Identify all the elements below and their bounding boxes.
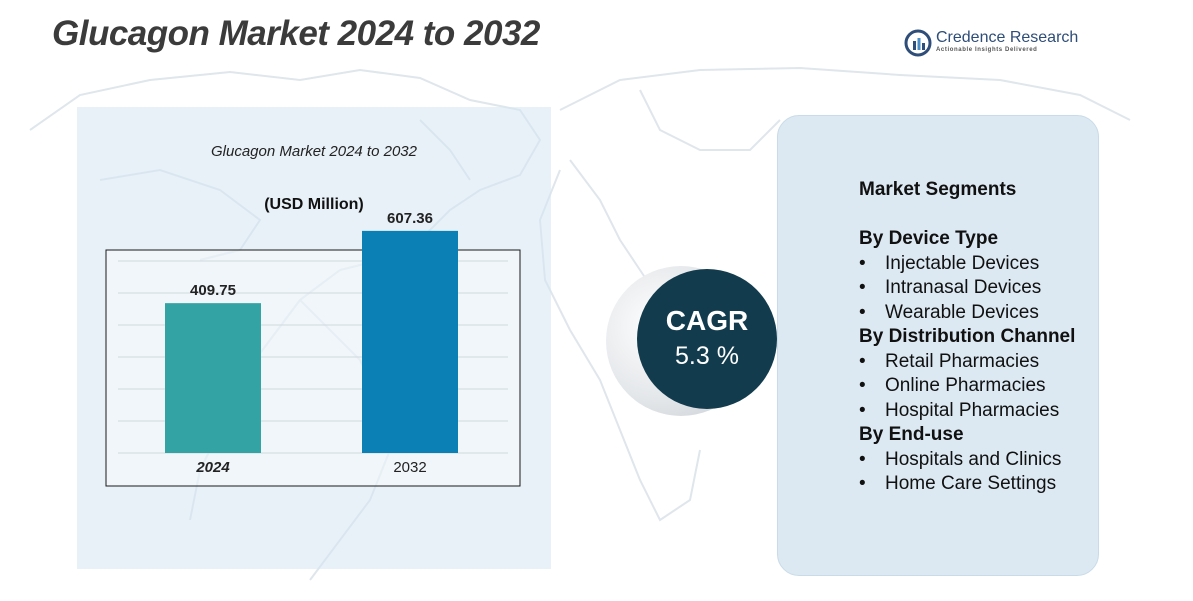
segment-item: • Home Care Settings xyxy=(859,472,1075,497)
market-segments-panel: Market Segments By Device Type • Injectabl… xyxy=(777,115,1099,576)
segment-group-title: By Device Type xyxy=(859,228,999,249)
data-label-2032: 607.36 xyxy=(387,210,433,227)
company-logo: Credence Research Actionable Insights De… xyxy=(902,27,1102,61)
tick-label-2032: 2032 xyxy=(393,459,426,476)
credence-logo-icon xyxy=(904,29,932,57)
cagr-value: 5.3 % xyxy=(675,342,739,370)
cagr-label: CAGR xyxy=(665,305,749,336)
segment-item-label: Hospital Pharmacies xyxy=(885,399,1060,421)
bars: 409.75 2024 607.36 2032 xyxy=(165,210,458,476)
segment-group-title: By Distribution Channel xyxy=(859,326,1076,347)
segment-item: • Hospital Pharmacies xyxy=(859,399,1075,424)
segment-item-label: Wearable Devices xyxy=(885,301,1039,323)
segment-item-label: Retail Pharmacies xyxy=(885,350,1040,372)
bullet-icon: • xyxy=(859,277,866,298)
cagr-badge xyxy=(637,269,777,409)
chart-title: Glucagon Market 2024 to 2032 xyxy=(211,143,417,160)
segments-list: By Device Type • Injectable Devices • Intran… xyxy=(859,227,1075,497)
bullet-icon: • xyxy=(859,252,866,274)
segment-item-label: Intranasal Devices xyxy=(885,277,1042,298)
bullet-icon: • xyxy=(859,375,866,396)
page-title: Glucagon Market 2024 to 2032 xyxy=(52,14,540,53)
bullet-icon: • xyxy=(859,350,866,372)
bar-chart: 409.75 2024 607.36 2032 xyxy=(105,210,521,487)
logo-name: Credence Research xyxy=(936,29,1079,46)
segment-item: • Injectable Devices xyxy=(859,252,1075,277)
segment-item-label: Home Care Settings xyxy=(885,473,1057,494)
logo-tagline: Actionable Insights Delivered xyxy=(936,47,1038,53)
bullet-icon: • xyxy=(859,399,866,421)
bar-2032 xyxy=(362,230,458,453)
bullet-icon: • xyxy=(859,301,866,323)
chart-panel: Glucagon Market 2024 to 2032 (USD Millio… xyxy=(77,107,551,569)
bar-2024 xyxy=(165,303,261,453)
chart-subtitle: (USD Million) xyxy=(264,196,364,213)
segment-item-label: Injectable Devices xyxy=(885,252,1040,274)
segment-item: • Retail Pharmacies xyxy=(859,350,1075,375)
bullet-icon: • xyxy=(859,448,866,470)
segment-item: • Hospitals and Clinics xyxy=(859,448,1075,473)
segment-group-title: By End-use xyxy=(859,424,964,445)
segment-item: • Wearable Devices xyxy=(859,301,1075,326)
segment-item-label: Hospitals and Clinics xyxy=(885,448,1062,470)
bullet-icon: • xyxy=(859,473,866,494)
data-label-2024: 409.75 xyxy=(190,282,236,299)
segments-heading: Market Segments xyxy=(859,179,1017,200)
tick-label-2024: 2024 xyxy=(195,459,230,476)
segment-item-label: Online Pharmacies xyxy=(885,375,1046,396)
segment-item: • Intranasal Devices xyxy=(859,276,1075,301)
segment-item: • Online Pharmacies xyxy=(859,374,1075,399)
